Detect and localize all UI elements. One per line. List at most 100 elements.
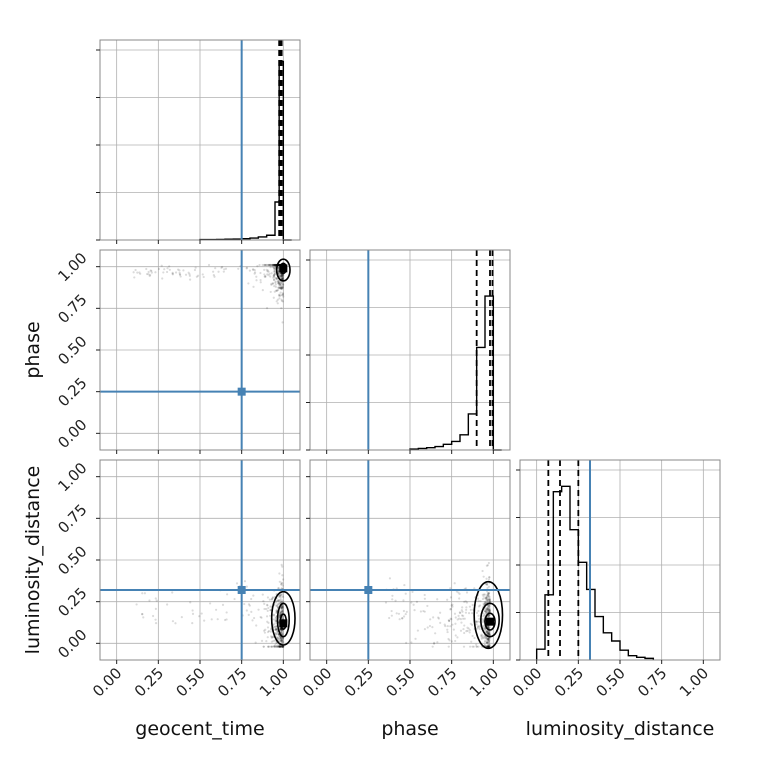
sample-point xyxy=(280,629,283,632)
sample-point xyxy=(446,628,449,631)
sample-point xyxy=(410,641,413,644)
sample-point xyxy=(279,596,282,599)
sample-point xyxy=(277,603,280,606)
sample-point xyxy=(202,275,205,279)
sample-point xyxy=(279,282,282,285)
sample-point xyxy=(483,602,486,605)
sample-point xyxy=(278,580,281,583)
sample-point xyxy=(432,616,435,619)
density-contour xyxy=(480,602,500,638)
sample-point xyxy=(456,636,459,639)
sample-point xyxy=(277,602,280,605)
sample-point xyxy=(187,271,190,274)
sample-point xyxy=(280,610,283,613)
sample-point xyxy=(485,582,488,585)
sample-point xyxy=(265,607,268,611)
sample-point xyxy=(278,283,282,286)
sample-point xyxy=(477,599,480,603)
sample-point xyxy=(280,593,283,596)
sample-point xyxy=(487,645,490,648)
sample-point xyxy=(488,644,491,647)
sample-point xyxy=(488,609,491,612)
sample-point xyxy=(280,610,283,614)
sample-point xyxy=(281,645,284,648)
sample-point xyxy=(277,633,280,636)
sample-point xyxy=(484,583,487,586)
sample-point xyxy=(281,630,284,633)
sample-point xyxy=(271,596,274,600)
sample-point xyxy=(275,645,278,648)
sample-point xyxy=(480,636,483,639)
sample-point xyxy=(488,631,491,634)
sample-point xyxy=(168,268,171,271)
sample-point xyxy=(481,569,484,573)
sample-point xyxy=(271,645,274,648)
sample-point xyxy=(279,283,282,286)
truth-marker xyxy=(364,586,373,594)
sample-point xyxy=(194,266,197,269)
sample-point xyxy=(279,635,282,639)
sample-point xyxy=(451,623,454,626)
sample-point xyxy=(486,632,489,635)
sample-point xyxy=(470,623,474,626)
sample-point xyxy=(487,645,490,648)
sample-point xyxy=(223,268,226,271)
sample-point xyxy=(459,629,463,632)
sample-point xyxy=(486,598,489,601)
sample-point xyxy=(150,269,153,273)
sample-point xyxy=(280,275,284,278)
sample-point xyxy=(276,636,279,639)
sample-point xyxy=(248,269,252,272)
sample-point xyxy=(279,598,282,601)
x-tick-label: 0.00 xyxy=(509,664,545,700)
sample-point xyxy=(488,644,491,647)
sample-point xyxy=(486,641,489,644)
sample-point xyxy=(271,265,274,269)
sample-point xyxy=(433,641,436,644)
sample-point xyxy=(486,606,489,610)
sample-point xyxy=(487,645,490,648)
sample-point xyxy=(247,282,250,285)
sample-point xyxy=(463,617,466,620)
sample-point xyxy=(280,273,283,277)
sample-point xyxy=(485,611,488,614)
sample-point xyxy=(275,609,278,612)
sample-point xyxy=(266,596,270,599)
sample-point xyxy=(487,645,490,648)
sample-point xyxy=(465,608,468,611)
sample-point xyxy=(280,286,283,289)
sample-point xyxy=(465,630,468,633)
sample-point xyxy=(278,286,281,289)
sample-point xyxy=(488,606,491,609)
sample-point xyxy=(278,645,281,648)
sample-point xyxy=(485,641,489,644)
sample-point xyxy=(279,291,282,294)
sample-point xyxy=(139,272,142,275)
sample-point xyxy=(279,639,283,643)
density-contour xyxy=(270,590,296,646)
sample-point xyxy=(148,599,151,602)
sample-point xyxy=(281,605,285,609)
sample-point xyxy=(281,321,284,324)
sample-point xyxy=(403,583,406,587)
sample-point xyxy=(280,645,283,648)
sample-point xyxy=(423,597,426,600)
sample-point xyxy=(475,643,478,646)
sample-point xyxy=(280,307,283,310)
sample-point xyxy=(201,273,204,276)
sample-point xyxy=(484,639,487,642)
sample-point xyxy=(142,616,145,619)
sample-point xyxy=(278,613,281,616)
sample-point xyxy=(281,300,285,303)
sample-point xyxy=(278,595,281,598)
sample-point xyxy=(273,285,276,288)
sample-point xyxy=(150,271,153,274)
sample-point xyxy=(274,277,277,280)
sample-point xyxy=(485,609,488,613)
sample-point xyxy=(483,613,486,616)
sample-point xyxy=(273,263,276,267)
x-tick-label: 0.50 xyxy=(172,664,208,700)
sample-point xyxy=(265,307,269,310)
sample-point xyxy=(487,626,490,629)
sample-point xyxy=(480,634,483,637)
